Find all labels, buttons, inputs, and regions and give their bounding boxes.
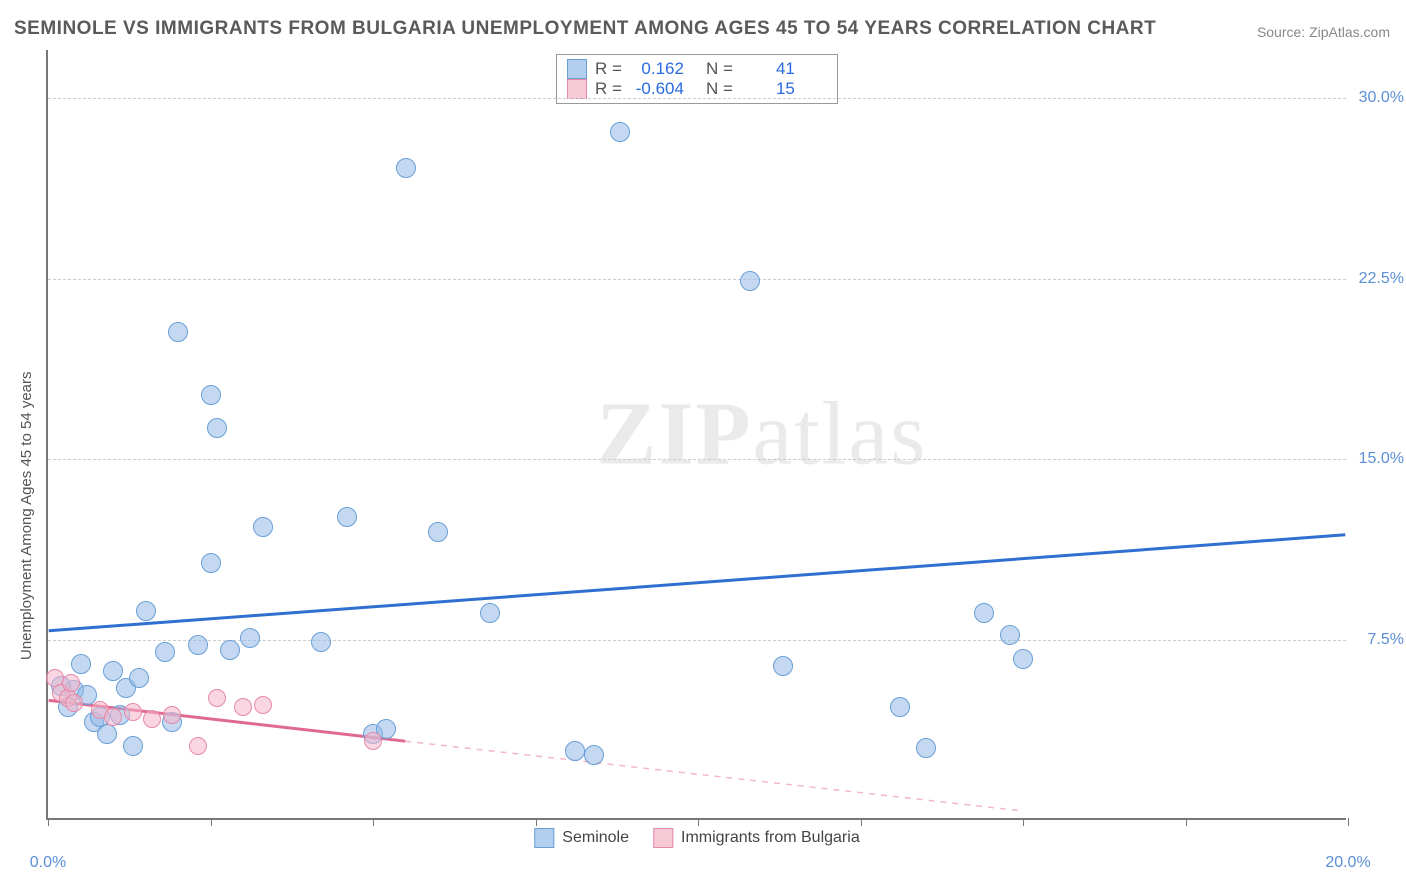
r-value-seminole: 0.162 xyxy=(634,59,684,79)
x-tick xyxy=(211,818,212,826)
data-point xyxy=(974,603,994,623)
data-point xyxy=(740,271,760,291)
data-point xyxy=(234,698,252,716)
data-point xyxy=(565,741,585,761)
data-point xyxy=(254,696,272,714)
watermark: ZIPatlas xyxy=(596,383,927,486)
x-tick xyxy=(861,818,862,826)
x-tick xyxy=(536,818,537,826)
swatch-pink-icon xyxy=(653,828,673,848)
r-value-bulgaria: -0.604 xyxy=(634,79,684,99)
data-point xyxy=(890,697,910,717)
x-tick xyxy=(698,818,699,826)
data-point xyxy=(124,703,142,721)
chart-title: SEMINOLE VS IMMIGRANTS FROM BULGARIA UNE… xyxy=(14,18,1156,40)
data-point xyxy=(103,661,123,681)
series-legend: Seminole Immigrants from Bulgaria xyxy=(534,828,859,848)
data-point xyxy=(1013,649,1033,669)
data-point xyxy=(208,689,226,707)
legend-item-bulgaria: Immigrants from Bulgaria xyxy=(653,828,860,848)
n-label: N = xyxy=(706,79,733,99)
x-tick xyxy=(1186,818,1187,826)
data-point xyxy=(610,122,630,142)
data-point xyxy=(364,732,382,750)
y-axis-label: Unemployment Among Ages 45 to 54 years xyxy=(18,371,35,660)
legend-label: Immigrants from Bulgaria xyxy=(681,829,860,847)
gridline xyxy=(48,459,1346,460)
r-label: R = xyxy=(595,79,622,99)
data-point xyxy=(311,632,331,652)
x-tick xyxy=(1023,818,1024,826)
watermark-rest: atlas xyxy=(752,385,927,484)
source-label: Source: ZipAtlas.com xyxy=(1257,24,1390,40)
swatch-blue-icon xyxy=(534,828,554,848)
data-point xyxy=(207,418,227,438)
swatch-blue-icon xyxy=(567,59,587,79)
legend-row-bulgaria: R = -0.604 N = 15 xyxy=(567,79,827,99)
data-point xyxy=(71,654,91,674)
data-point xyxy=(168,322,188,342)
y-tick-label: 15.0% xyxy=(1359,450,1404,468)
plot-area: ZIPatlas R = 0.162 N = 41 R = -0.604 N =… xyxy=(46,50,1346,820)
data-point xyxy=(396,158,416,178)
data-point xyxy=(220,640,240,660)
data-point xyxy=(129,668,149,688)
x-tick xyxy=(1348,818,1349,826)
n-value-bulgaria: 15 xyxy=(745,79,795,99)
data-point xyxy=(337,507,357,527)
data-point xyxy=(65,694,83,712)
r-label: R = xyxy=(595,59,622,79)
y-tick-label: 30.0% xyxy=(1359,89,1404,107)
data-point xyxy=(189,737,207,755)
gridline xyxy=(48,279,1346,280)
data-point xyxy=(136,601,156,621)
data-point xyxy=(1000,625,1020,645)
data-point xyxy=(97,724,117,744)
data-point xyxy=(143,710,161,728)
x-tick xyxy=(48,818,49,826)
data-point xyxy=(916,738,936,758)
x-tick-label: 0.0% xyxy=(30,854,66,872)
y-tick-label: 7.5% xyxy=(1368,631,1404,649)
correlation-legend: R = 0.162 N = 41 R = -0.604 N = 15 xyxy=(556,54,838,104)
data-point xyxy=(201,385,221,405)
data-point xyxy=(104,708,122,726)
watermark-bold: ZIP xyxy=(596,385,752,484)
data-point xyxy=(240,628,260,648)
data-point xyxy=(480,603,500,623)
data-point xyxy=(201,553,221,573)
data-point xyxy=(163,706,181,724)
n-value-seminole: 41 xyxy=(745,59,795,79)
gridline xyxy=(48,98,1346,99)
x-tick xyxy=(373,818,374,826)
data-point xyxy=(584,745,604,765)
data-point xyxy=(773,656,793,676)
data-point xyxy=(123,736,143,756)
data-point xyxy=(253,517,273,537)
n-label: N = xyxy=(706,59,733,79)
legend-item-seminole: Seminole xyxy=(534,828,629,848)
legend-label: Seminole xyxy=(562,829,629,847)
data-point xyxy=(188,635,208,655)
x-tick-label: 20.0% xyxy=(1325,854,1370,872)
legend-row-seminole: R = 0.162 N = 41 xyxy=(567,59,827,79)
swatch-pink-icon xyxy=(567,79,587,99)
y-tick-label: 22.5% xyxy=(1359,270,1404,288)
data-point xyxy=(62,674,80,692)
data-point xyxy=(428,522,448,542)
data-point xyxy=(155,642,175,662)
